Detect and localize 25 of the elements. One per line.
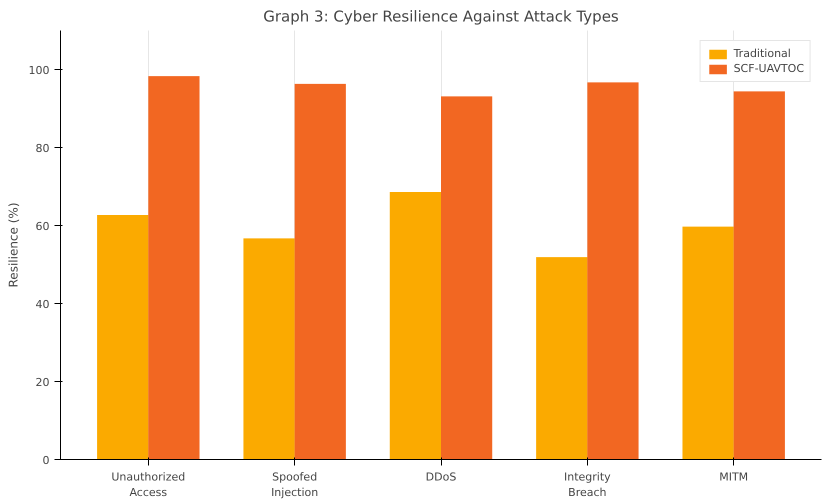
x-tick-label: Unauthorized Access [111, 470, 186, 500]
bar [148, 76, 200, 460]
y-tick-label: 40 [36, 298, 50, 311]
y-tick-label: 60 [36, 220, 50, 233]
legend-label: Traditional [734, 47, 791, 60]
y-axis-title: Resilience (%) [6, 202, 21, 288]
bar [682, 226, 734, 460]
chart-title: Graph 3: Cyber Resilience Against Attack Types [263, 8, 619, 26]
bar [441, 96, 492, 460]
y-tick-label: 100 [28, 64, 50, 77]
y-tick-label: 80 [36, 142, 50, 155]
x-tick-label: DDoS [426, 470, 456, 484]
bar [536, 257, 588, 460]
bar [97, 214, 148, 460]
y-tick-label: 0 [42, 454, 50, 467]
bar [294, 84, 346, 460]
y-tick-label: 20 [36, 376, 50, 389]
bar [587, 82, 639, 460]
bar [390, 192, 441, 460]
x-tick-label: MITM [719, 470, 748, 484]
bar [243, 238, 295, 460]
x-tick-label: Spoofed Injection [271, 470, 318, 500]
bar [734, 91, 785, 460]
legend-label: SCF-UAVTOC [734, 62, 804, 75]
x-tick-label: Integrity Breach [564, 470, 612, 500]
